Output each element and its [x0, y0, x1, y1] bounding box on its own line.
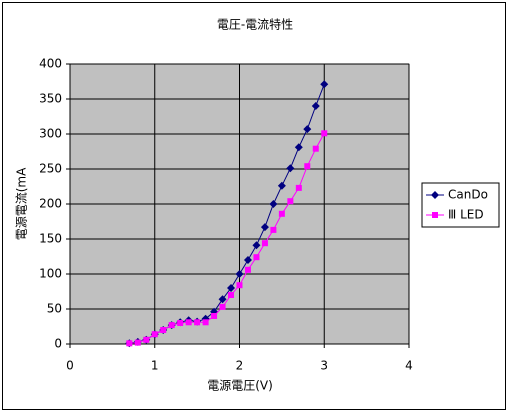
y-tick-label: 0 — [54, 337, 62, 351]
marker — [202, 319, 209, 326]
marker — [294, 143, 303, 152]
marker — [287, 198, 294, 205]
marker — [295, 184, 302, 191]
chart-title: 電圧-電流特性 — [217, 17, 293, 32]
x-tick-label: 0 — [66, 359, 74, 373]
marker — [185, 319, 192, 326]
x-axis-label: 電源電圧(V) — [207, 379, 273, 393]
marker — [194, 319, 201, 326]
marker — [211, 313, 218, 319]
y-tick-label: 250 — [39, 162, 62, 176]
marker — [253, 254, 260, 261]
legend-box — [421, 182, 500, 228]
marker — [151, 331, 158, 338]
marker — [431, 191, 439, 199]
y-tick-label: 300 — [39, 127, 62, 141]
marker — [270, 226, 277, 233]
y-tick-label: 200 — [39, 197, 62, 211]
y-tick-label: 100 — [39, 267, 62, 281]
y-tick-label: 350 — [39, 92, 62, 106]
y-tick-label: 400 — [39, 57, 62, 71]
marker — [218, 295, 227, 304]
marker — [134, 339, 141, 346]
marker — [126, 340, 133, 347]
legend-label: Ⅲ LED — [448, 208, 484, 222]
marker — [303, 125, 312, 134]
marker — [235, 270, 244, 278]
marker — [177, 320, 184, 326]
marker — [243, 256, 252, 264]
legend-label: CanDo — [448, 188, 488, 202]
marker — [143, 336, 150, 343]
marker — [312, 145, 319, 152]
marker — [278, 210, 285, 217]
marker — [304, 163, 311, 170]
marker — [160, 327, 167, 333]
marker — [227, 284, 236, 292]
marker — [244, 266, 251, 273]
marker — [277, 181, 286, 190]
marker — [269, 200, 278, 208]
marker — [286, 164, 295, 173]
y-axis-label: 電源電流(mA — [15, 167, 29, 240]
y-tick-label: 50 — [47, 302, 62, 316]
marker — [252, 241, 261, 250]
marker — [261, 240, 268, 247]
marker — [432, 212, 438, 218]
y-tick-label: 150 — [39, 232, 62, 246]
x-tick-label: 2 — [236, 359, 244, 373]
marker — [321, 130, 328, 137]
marker — [168, 322, 175, 329]
marker — [260, 223, 269, 232]
marker — [228, 292, 235, 298]
x-tick-label: 3 — [320, 359, 328, 373]
marker — [320, 80, 329, 89]
marker — [219, 303, 226, 310]
x-tick-label: 4 — [405, 359, 413, 373]
x-tick-label: 1 — [151, 359, 159, 373]
marker — [236, 282, 243, 289]
marker — [311, 102, 320, 110]
